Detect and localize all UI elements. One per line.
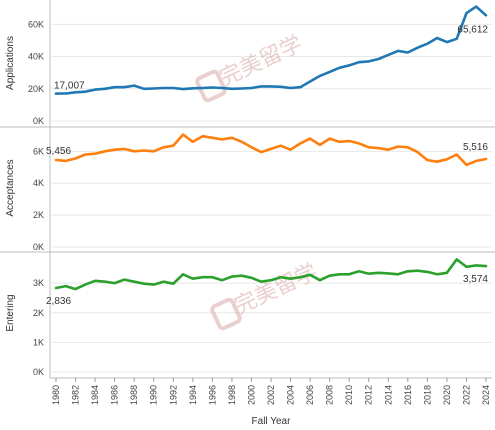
x-tick-label: 2020 <box>442 385 452 405</box>
entering-series-line <box>54 258 488 291</box>
x-tick-label: 2024 <box>481 385 491 405</box>
y-tick-label: 1K <box>33 337 44 347</box>
axis-layer: 0K 20K 40K 60K Applications 0K 2K 4K 6K Acceptanc… <box>5 19 491 427</box>
y-tick-label: 0K <box>33 242 44 252</box>
x-tick-label: 1994 <box>188 385 198 405</box>
last-value-label: 3,574 <box>463 274 488 285</box>
x-tick-label: 1984 <box>90 385 100 405</box>
x-tick-label: 1996 <box>207 385 217 405</box>
x-tick-label: 2014 <box>383 385 393 405</box>
y-tick-label: 0K <box>33 367 44 377</box>
applications-series-line <box>54 5 488 95</box>
y-tick-label: 0K <box>33 116 44 126</box>
label-layer: 17,007 65,612 5,456 5,516 2,836 3,574 <box>46 24 488 307</box>
x-tick-label: 1980 <box>51 385 61 405</box>
y-tick-label: 60K <box>28 19 44 29</box>
x-tick-label: 2022 <box>461 385 471 405</box>
first-value-label: 17,007 <box>54 81 85 92</box>
last-value-label: 65,612 <box>457 24 488 35</box>
watermark-text: 完美留学 <box>231 260 321 320</box>
x-tick-label: 2000 <box>246 385 256 405</box>
y-tick-label: 2K <box>33 308 44 318</box>
x-tick-label: 1992 <box>168 385 178 405</box>
watermark: 完美留学 <box>210 260 321 331</box>
x-tick-label: 1986 <box>110 385 120 405</box>
y-tick-label: 6K <box>33 146 44 156</box>
y-tick-label: 20K <box>28 84 44 94</box>
x-tick-label: 2018 <box>422 385 432 405</box>
x-tick-label: 2008 <box>325 385 335 405</box>
y-tick-label: 2K <box>33 210 44 220</box>
x-tick-label: 1982 <box>71 385 81 405</box>
x-tick-label: 1990 <box>149 385 159 405</box>
y-axis-title: Acceptances <box>5 159 16 216</box>
x-axis-title: Fall Year <box>252 416 292 427</box>
watermark-text: 完美留学 <box>216 32 306 92</box>
x-tick-label: 2002 <box>266 385 276 405</box>
first-value-label: 5,456 <box>46 146 71 157</box>
line-layer <box>54 5 488 291</box>
y-axis-title: Applications <box>5 36 16 90</box>
watermark-logo-icon <box>210 297 242 331</box>
x-tick-label: 2010 <box>344 385 354 405</box>
y-tick-label: 4K <box>33 178 44 188</box>
grid-layer <box>0 0 495 379</box>
x-tick-label: 2004 <box>286 385 296 405</box>
x-tick-label: 2016 <box>403 385 413 405</box>
y-tick-label: 3K <box>33 278 44 288</box>
last-value-label: 5,516 <box>463 142 488 153</box>
y-axis-title: Entering <box>5 294 16 331</box>
watermark-logo-icon <box>195 69 227 103</box>
x-tick-label: 2012 <box>364 385 374 405</box>
first-value-label: 2,836 <box>46 296 71 307</box>
y-tick-label: 40K <box>28 52 44 62</box>
acceptances-series-line <box>54 133 488 167</box>
x-tick-label: 2006 <box>305 385 315 405</box>
x-tick-label: 1998 <box>227 385 237 405</box>
x-tick-label: 1988 <box>129 385 139 405</box>
watermark: 完美留学 <box>195 32 306 103</box>
